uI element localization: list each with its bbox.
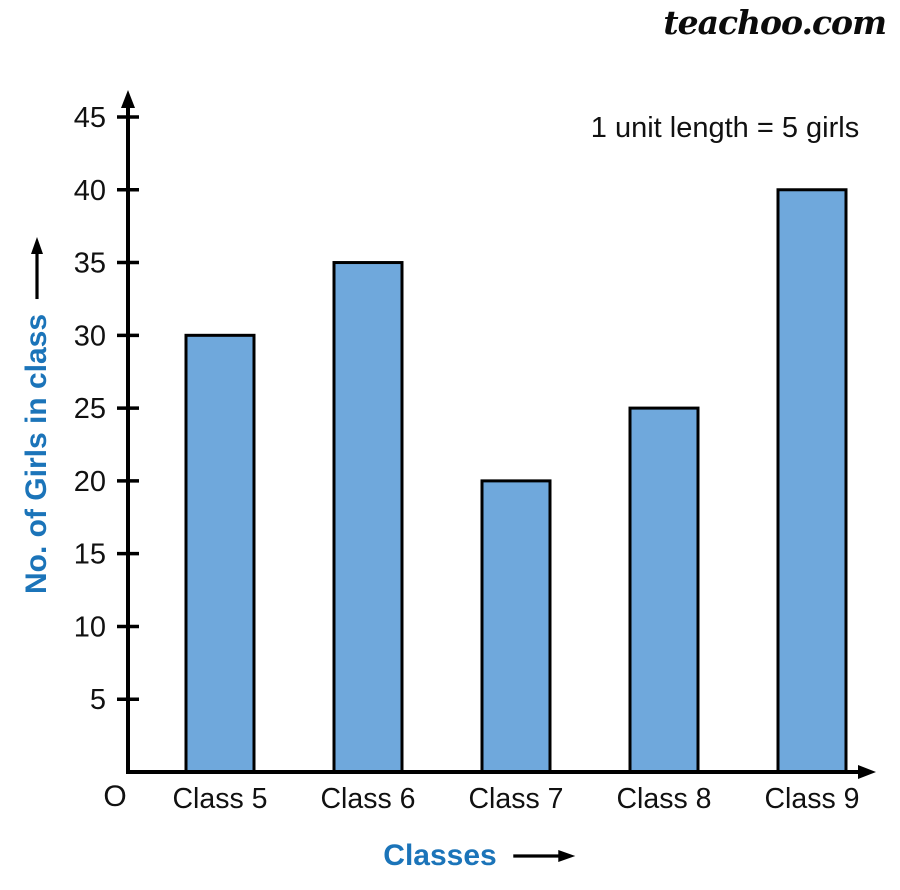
category-label-class-5: Class 5 bbox=[172, 783, 267, 815]
bar-class-6 bbox=[332, 261, 404, 774]
y-axis-title-text: No. of Girls in class bbox=[20, 313, 53, 595]
x-axis-arrow-icon bbox=[858, 765, 876, 779]
x-axis-title-text: Classes bbox=[383, 839, 497, 872]
y-tick-label-25: 25 bbox=[74, 393, 106, 425]
y-axis-title: No. of Girls in class bbox=[20, 236, 54, 594]
category-label-class-8: Class 8 bbox=[616, 783, 711, 815]
y-tick-label-5: 5 bbox=[90, 684, 106, 716]
x-axis-title: Classes bbox=[383, 839, 576, 873]
origin-label: O bbox=[103, 780, 127, 813]
y-tick-label-20: 20 bbox=[74, 466, 106, 498]
y-axis-arrow-icon bbox=[121, 90, 135, 108]
y-tick-label-35: 35 bbox=[74, 248, 106, 280]
category-label-class-9: Class 9 bbox=[764, 783, 859, 815]
y-tick-label-30: 30 bbox=[74, 320, 106, 352]
y-axis-title-arrow-icon bbox=[31, 236, 43, 299]
bar-class-7 bbox=[480, 479, 552, 774]
unit-length-note: 1 unit length = 5 girls bbox=[590, 112, 860, 144]
y-tick-label-40: 40 bbox=[74, 175, 106, 207]
y-tick-label-15: 15 bbox=[74, 539, 106, 571]
x-axis-title-arrow-icon bbox=[513, 850, 576, 862]
category-label-class-7: Class 7 bbox=[468, 783, 563, 815]
watermark-teachoo: teachoo.com bbox=[663, 3, 887, 42]
y-tick-label-45: 45 bbox=[74, 102, 106, 134]
bar-class-9 bbox=[776, 188, 848, 774]
bar-class-8 bbox=[628, 406, 700, 774]
bar-class-5 bbox=[184, 333, 256, 774]
y-tick-label-10: 10 bbox=[74, 611, 106, 643]
category-label-class-6: Class 6 bbox=[320, 783, 415, 815]
